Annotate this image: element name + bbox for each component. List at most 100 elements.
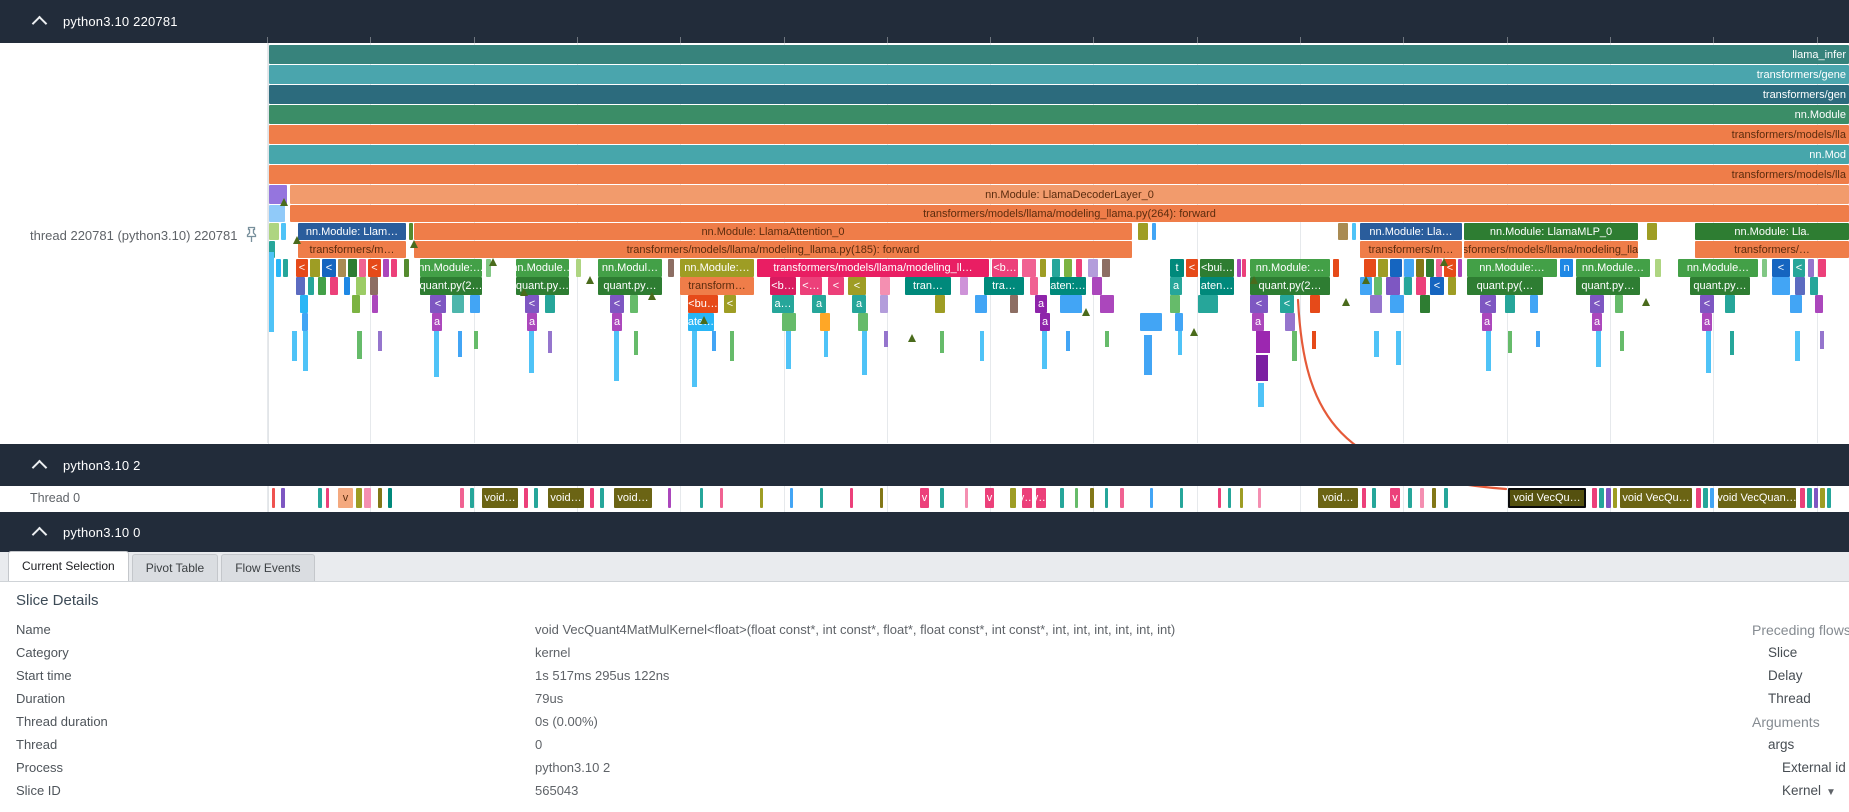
trace-slice-thin[interactable] — [1486, 331, 1491, 371]
trace-slice[interactable] — [1090, 488, 1094, 508]
trace-slice-thin[interactable] — [1820, 331, 1824, 349]
trace-slice[interactable] — [370, 277, 378, 295]
process-group-header-1[interactable]: python3.10 220781 — [0, 0, 1849, 43]
trace-slice[interactable] — [1228, 488, 1231, 508]
trace-slice-transformers-gen[interactable]: transformers/gen — [269, 85, 1849, 104]
trace-slice-quant-py-[interactable]: quant.py… — [1576, 277, 1640, 295]
trace-slice-transformers-models-llama-modeling-llama-py-185-forward[interactable]: transformers/models/llama/modeling_llama… — [414, 241, 1132, 258]
trace-slice[interactable] — [880, 488, 883, 508]
collapse-chevron-icon[interactable] — [31, 459, 48, 475]
panel-item-external-id[interactable]: External id — [1782, 760, 1846, 775]
trace-slice-llama-infer[interactable]: llama_infer — [269, 45, 1849, 64]
trace-slice[interactable] — [600, 488, 604, 508]
trace-slice-void-[interactable]: void… — [482, 488, 518, 508]
trace-slice[interactable] — [1180, 488, 1183, 508]
trace-slice-transformers-models-lla[interactable]: transformers/models/lla — [269, 125, 1849, 144]
trace-slice[interactable] — [296, 277, 305, 295]
trace-slice[interactable] — [1075, 488, 1078, 508]
trace-slice-transformers-models-llama-modeling-llam-[interactable]: transformers/models/llama/modeling_llam… — [1464, 241, 1638, 258]
trace-slice-thin[interactable] — [357, 331, 362, 359]
trace-slice-nn-module-llamaattention-0[interactable]: nn.Module: LlamaAttention_0 — [414, 223, 1132, 240]
trace-slice[interactable] — [1530, 295, 1538, 313]
trace-slice[interactable] — [356, 277, 366, 295]
trace-slice-v[interactable]: v — [1390, 488, 1400, 508]
trace-slice[interactable] — [1150, 488, 1153, 508]
trace-slice--[interactable]: < — [610, 295, 624, 313]
trace-slice[interactable] — [668, 259, 674, 277]
trace-slice[interactable] — [310, 259, 320, 277]
trace-slice[interactable] — [326, 488, 329, 508]
trace-slice[interactable] — [269, 205, 285, 222]
trace-slice[interactable] — [576, 259, 581, 277]
trace-slice[interactable] — [1064, 259, 1072, 277]
trace-slice[interactable] — [1655, 259, 1661, 277]
trace-slice-a[interactable]: a — [527, 313, 537, 331]
trace-slice[interactable] — [1175, 313, 1183, 331]
trace-slice-quant-py-[interactable]: quant.py… — [598, 277, 662, 295]
trace-slice-thin[interactable] — [1706, 331, 1711, 373]
trace-slice[interactable] — [965, 488, 968, 508]
trace-slice[interactable] — [1076, 259, 1082, 277]
trace-slice[interactable] — [935, 295, 945, 313]
trace-slice[interactable] — [1040, 259, 1046, 277]
trace-slice-thin[interactable] — [1620, 331, 1624, 351]
trace-slice[interactable] — [1386, 277, 1400, 295]
trace-slice-v[interactable]: v — [985, 488, 994, 508]
trace-slice-thin[interactable] — [824, 331, 828, 357]
trace-slice[interactable] — [281, 223, 286, 240]
panel-item-slice[interactable]: Slice — [1768, 645, 1798, 660]
trace-slice--[interactable]: < — [1480, 295, 1496, 313]
trace-slice[interactable] — [1420, 295, 1430, 313]
trace-slice[interactable] — [1810, 277, 1818, 295]
trace-slice[interactable] — [1416, 259, 1424, 277]
trace-slice[interactable] — [1505, 295, 1515, 313]
trace-slice-thin[interactable] — [614, 331, 619, 381]
trace-slice-void-[interactable]: void… — [614, 488, 652, 508]
trace-slice-quant-py-[interactable]: quant.py… — [1690, 277, 1750, 295]
trace-slice-nn-module-lla-[interactable]: nn.Module: Lla… — [1360, 223, 1462, 240]
panel-item-delay[interactable]: Delay — [1768, 668, 1803, 683]
trace-slice-thin[interactable] — [1066, 331, 1070, 351]
trace-slice[interactable] — [364, 488, 371, 508]
panel-item-thread[interactable]: Thread — [1768, 691, 1811, 706]
trace-slice[interactable] — [668, 488, 671, 508]
trace-slice-transformers-m-[interactable]: transformers/m… — [1360, 241, 1462, 258]
trace-slice[interactable] — [1703, 488, 1708, 508]
trace-slice[interactable] — [1807, 488, 1812, 508]
trace-slice-nn-module-[interactable]: nn.Module:… — [680, 259, 754, 277]
collapse-chevron-icon[interactable] — [31, 526, 48, 542]
trace-slice-transformers-gene[interactable]: transformers/gene — [269, 65, 1849, 84]
trace-slice[interactable] — [1390, 295, 1404, 313]
trace-slice-void-[interactable]: void… — [548, 488, 584, 508]
trace-slice[interactable] — [1198, 295, 1218, 313]
trace-slice[interactable] — [359, 259, 366, 277]
trace-slice[interactable] — [1820, 488, 1825, 508]
trace-slice-nn-modul-[interactable]: nn.Modul… — [598, 259, 662, 277]
trace-slice-nn-module-[interactable]: nn.Module… — [1576, 259, 1650, 277]
trace-slice-thin[interactable] — [940, 331, 944, 353]
trace-slice-a[interactable]: a — [1592, 313, 1602, 331]
trace-slice--[interactable]: < — [322, 259, 336, 277]
trace-slice[interactable] — [790, 488, 793, 508]
trace-slice-thin[interactable] — [303, 331, 308, 371]
trace-slice-nn-mod[interactable]: nn.Mod — [269, 145, 1849, 164]
trace-slice-aten-[interactable]: aten… — [1200, 277, 1234, 295]
trace-slice[interactable] — [452, 295, 464, 313]
trace-slice[interactable] — [1808, 259, 1814, 277]
trace-slice[interactable] — [760, 488, 763, 508]
trace-slice-nn-module-llamamlp-0[interactable]: nn.Module: LlamaMLP_0 — [1464, 223, 1638, 240]
trace-slice[interactable] — [486, 259, 491, 277]
trace-slice-a[interactable]: a — [812, 295, 826, 313]
trace-slice[interactable] — [470, 488, 474, 508]
trace-slice[interactable] — [1458, 259, 1462, 277]
trace-slice--[interactable]: < — [848, 277, 866, 295]
trace-slice[interactable] — [1815, 295, 1823, 313]
trace-slice[interactable] — [630, 295, 638, 313]
trace-slice[interactable] — [1790, 295, 1802, 313]
trace-slice-v-[interactable]: v… — [1036, 488, 1046, 508]
trace-slice-quant-py-[interactable]: quant.py(… — [1467, 277, 1543, 295]
trace-slice[interactable] — [383, 259, 389, 277]
trace-slice[interactable] — [1218, 488, 1221, 508]
tab-pivot-table[interactable]: Pivot Table — [131, 554, 219, 581]
trace-slice-thin[interactable] — [1730, 331, 1734, 355]
